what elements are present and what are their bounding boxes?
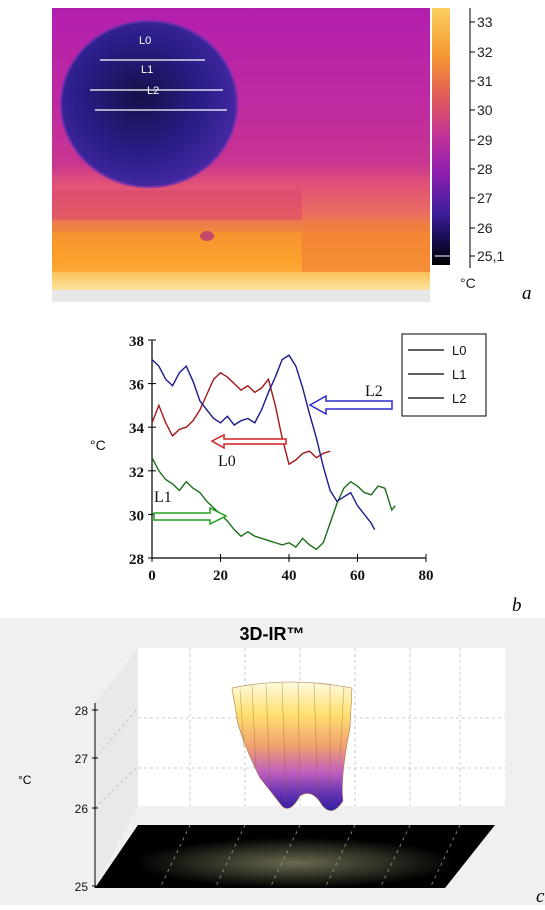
colorbar-tick-label: 28 <box>477 161 493 177</box>
annotation-label-l1: L1 <box>154 489 172 506</box>
series-line-l1 <box>151 457 396 551</box>
colorbar-tick-label: 30 <box>477 102 493 118</box>
y-tick-label: 32 <box>129 465 144 481</box>
surface-y-tick-label: 25 <box>75 880 89 894</box>
legend-label: L1 <box>452 367 466 382</box>
colorbar-tick-label: 31 <box>477 73 493 89</box>
colorbar-tick-label: 25,1 <box>477 248 504 264</box>
x-tick-label: 60 <box>350 568 365 584</box>
line-chart: 28 30 32 34 36 38 0 20 40 60 80 °C L2 L0 L1 L0 L1 L2 <box>90 333 487 584</box>
surface-title: 3D-IR™ <box>239 624 304 644</box>
colorbar <box>432 8 450 265</box>
panel-b-letter: b <box>512 595 522 616</box>
surface-y-tick-label: 26 <box>75 802 89 816</box>
panel-a-letter: a <box>522 283 532 304</box>
x-tick-label: 80 <box>419 568 434 584</box>
panel-b-line-chart: 28 30 32 34 36 38 0 20 40 60 80 °C L2 L0 L1 L0 L1 L2 <box>80 318 500 608</box>
panel-c-letter: c <box>536 886 545 907</box>
profile-label-l0: L0 <box>139 35 151 47</box>
colorbar-unit: °C <box>460 275 476 291</box>
y-tick-label: 38 <box>129 334 144 350</box>
profile-label-l1: L1 <box>141 64 153 76</box>
legend-box <box>401 333 487 417</box>
y-tick-label: 28 <box>129 552 144 568</box>
surface-y-tick-label: 27 <box>75 752 89 766</box>
y-tick-label: 30 <box>129 508 144 524</box>
surface-plot: 3D-IR™ 25 26 27 28 °C <box>18 624 505 894</box>
y-axis-label: °C <box>90 437 106 453</box>
x-tick-label: 40 <box>282 568 297 584</box>
x-tick-label: 0 <box>148 568 156 584</box>
annotation-arrow-l2 <box>308 394 393 416</box>
x-tick-label: 20 <box>213 568 228 584</box>
annotation-arrow-l1 <box>153 506 228 526</box>
annotation-label-l0: L0 <box>218 453 236 470</box>
colorbar-tick-label: 26 <box>477 220 493 236</box>
surface-y-tick-label: 28 <box>75 704 89 718</box>
colorbar-tick-label: 33 <box>477 14 493 30</box>
surface-y-axis: 25 26 27 28 <box>75 704 98 894</box>
colorbar-tick-label: 27 <box>477 190 493 206</box>
annotation-label-l2: L2 <box>365 383 383 400</box>
surface-ylabel: °C <box>18 773 32 787</box>
y-tick-label: 34 <box>129 421 145 437</box>
thermogram-image: L0 L1 L2 33 32 31 30 29 28 27 26 25,1 °C <box>52 8 504 302</box>
panel-c-3d-surface: 3D-IR™ 25 26 27 28 °C <box>0 618 545 905</box>
panel-a-thermogram: L0 L1 L2 33 32 31 30 29 28 27 26 25,1 °C <box>52 0 522 302</box>
profile-label-l2: L2 <box>147 85 159 97</box>
y-tick-label: 36 <box>129 378 145 394</box>
surface-floor <box>95 825 495 888</box>
annotation-arrow-l0 <box>210 433 287 450</box>
legend-label: L2 <box>452 391 466 406</box>
colorbar-tick-label: 32 <box>477 44 493 60</box>
colorbar-tick-label: 29 <box>477 132 493 148</box>
series-line-l0 <box>151 371 331 466</box>
series-line-l2 <box>151 354 376 530</box>
colorbar-ticks: 33 32 31 30 29 28 27 26 25,1 <box>470 14 504 264</box>
legend-label: L0 <box>452 343 466 358</box>
